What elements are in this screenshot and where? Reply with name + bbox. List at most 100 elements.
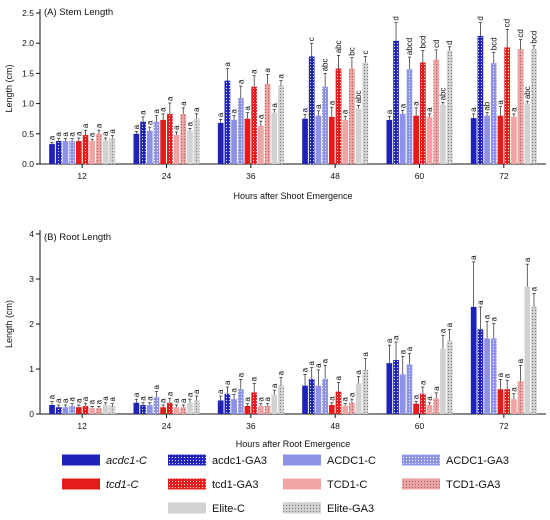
bar	[102, 405, 109, 414]
significance-letter: a	[469, 255, 478, 260]
significance-letter: a	[223, 62, 232, 67]
bar	[244, 405, 251, 414]
bar-pattern	[140, 405, 146, 414]
bar	[244, 118, 251, 164]
significance-letter: a	[172, 125, 181, 130]
bar-pattern	[167, 113, 173, 164]
significance-letter: a	[354, 370, 363, 375]
bar-pattern	[517, 49, 524, 164]
bar-pattern	[264, 83, 271, 164]
significance-letter: a	[276, 371, 285, 376]
legend-label: tcd1-C	[106, 479, 138, 491]
significance-letter: c	[307, 37, 316, 41]
significance-letter: bcd	[529, 31, 538, 44]
significance-letter: bcd	[418, 36, 427, 49]
bar	[146, 130, 153, 164]
significance-letter: a	[185, 392, 194, 397]
significance-letter: abc	[334, 40, 343, 53]
legend-label: acdc1-C	[106, 455, 147, 467]
bar	[258, 125, 264, 164]
bar	[302, 118, 308, 164]
x-tick-label: 36	[246, 421, 256, 431]
significance-letter: a	[48, 394, 57, 399]
bar-pattern	[477, 329, 484, 414]
significance-letter: a	[165, 391, 174, 396]
legend-label: Elite-C	[212, 503, 245, 515]
bar	[302, 385, 308, 414]
bar-pattern	[224, 80, 231, 164]
bar-pattern	[490, 338, 497, 414]
bar-pattern	[393, 40, 399, 165]
significance-letter: a	[341, 109, 350, 114]
bar	[173, 135, 180, 164]
bar-pattern	[477, 35, 484, 165]
bar-pattern	[446, 50, 453, 164]
legend-label: tcd1-GA3	[212, 479, 258, 491]
bar-pattern	[140, 121, 146, 164]
bar-pattern	[362, 369, 369, 414]
bar-pattern	[349, 68, 355, 164]
significance-letter: a	[270, 103, 279, 108]
bar-pattern	[308, 378, 315, 414]
legend-swatch	[62, 454, 100, 466]
bar-pattern	[193, 118, 200, 164]
bar-pattern	[504, 389, 511, 414]
y-tick-label: 0	[29, 409, 34, 419]
significance-letter: a	[469, 107, 478, 112]
significance-letter: a	[256, 397, 265, 402]
bar-pattern	[180, 407, 187, 414]
significance-letter: a	[392, 335, 401, 340]
significance-letter: d	[476, 16, 485, 20]
bar-pattern	[264, 405, 271, 414]
bar-pattern	[96, 408, 102, 414]
significance-letter: a	[263, 68, 272, 73]
significance-letter: a	[327, 396, 336, 401]
legend-label: TCD1-GA3	[446, 479, 500, 491]
significance-letter: a	[327, 100, 336, 105]
significance-letter: a	[425, 396, 434, 401]
significance-letter: a	[489, 317, 498, 322]
significance-letter: a	[314, 363, 323, 368]
significance-letter: a	[236, 372, 245, 377]
significance-letter: a	[101, 131, 110, 136]
bar	[271, 394, 278, 414]
y-tick-label: 2.5	[22, 8, 34, 18]
bar	[342, 119, 349, 164]
x-tick-label: 72	[499, 171, 509, 181]
significance-letter: a	[385, 338, 394, 343]
significance-letter: a	[230, 388, 239, 393]
bar	[102, 139, 109, 164]
significance-letter: a	[503, 373, 512, 378]
significance-letter: a	[250, 69, 259, 74]
bar	[497, 115, 504, 164]
x-tick-label: 60	[415, 171, 425, 181]
bar	[497, 389, 504, 414]
bar	[62, 141, 69, 164]
legend-label: ACDC1-C	[327, 455, 376, 467]
x-axis-label: Hours after Shoot Emergence	[233, 191, 352, 201]
bar	[62, 407, 69, 414]
significance-letter: a	[432, 386, 441, 391]
significance-letter: a	[68, 397, 77, 402]
significance-letter: a	[270, 383, 279, 388]
bar	[399, 113, 406, 164]
bar	[328, 116, 335, 164]
significance-letter: a	[243, 106, 252, 111]
significance-letter: a	[81, 123, 90, 128]
bar	[355, 383, 362, 414]
bar-pattern	[82, 405, 89, 414]
bar	[217, 122, 224, 164]
bar	[133, 133, 140, 164]
significance-letter: a	[216, 389, 225, 394]
significance-letter: a	[172, 398, 181, 403]
significance-letter: a	[385, 109, 394, 114]
bar	[386, 363, 393, 414]
bar	[271, 112, 278, 164]
bar	[187, 130, 193, 164]
x-tick-label: 60	[415, 421, 425, 431]
x-tick-label: 24	[162, 421, 172, 431]
bar	[440, 348, 446, 414]
bar	[49, 144, 55, 164]
bar-pattern	[420, 62, 426, 164]
bar-pattern	[504, 47, 511, 164]
